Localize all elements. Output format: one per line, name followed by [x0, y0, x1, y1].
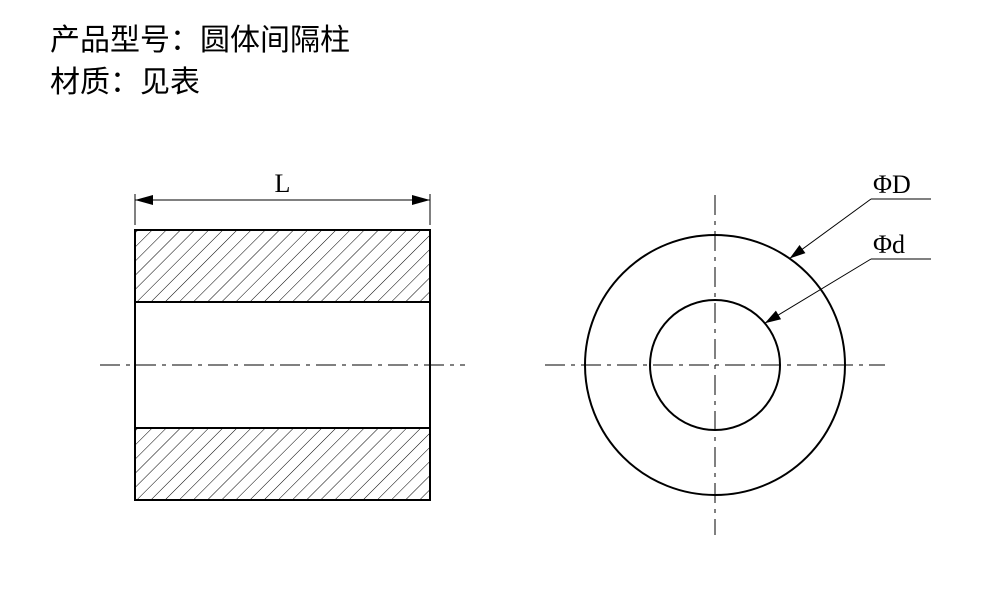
dim-inner-dia-label: Φd	[873, 230, 905, 259]
drawing-area: L ΦD Φd	[0, 0, 1000, 600]
section-view: L	[100, 169, 465, 500]
dim-length-label: L	[275, 169, 291, 198]
end-view: ΦD Φd	[545, 170, 931, 535]
dim-outer-dia-label: ΦD	[873, 170, 911, 199]
technical-drawing-svg: L ΦD Φd	[0, 0, 1000, 600]
